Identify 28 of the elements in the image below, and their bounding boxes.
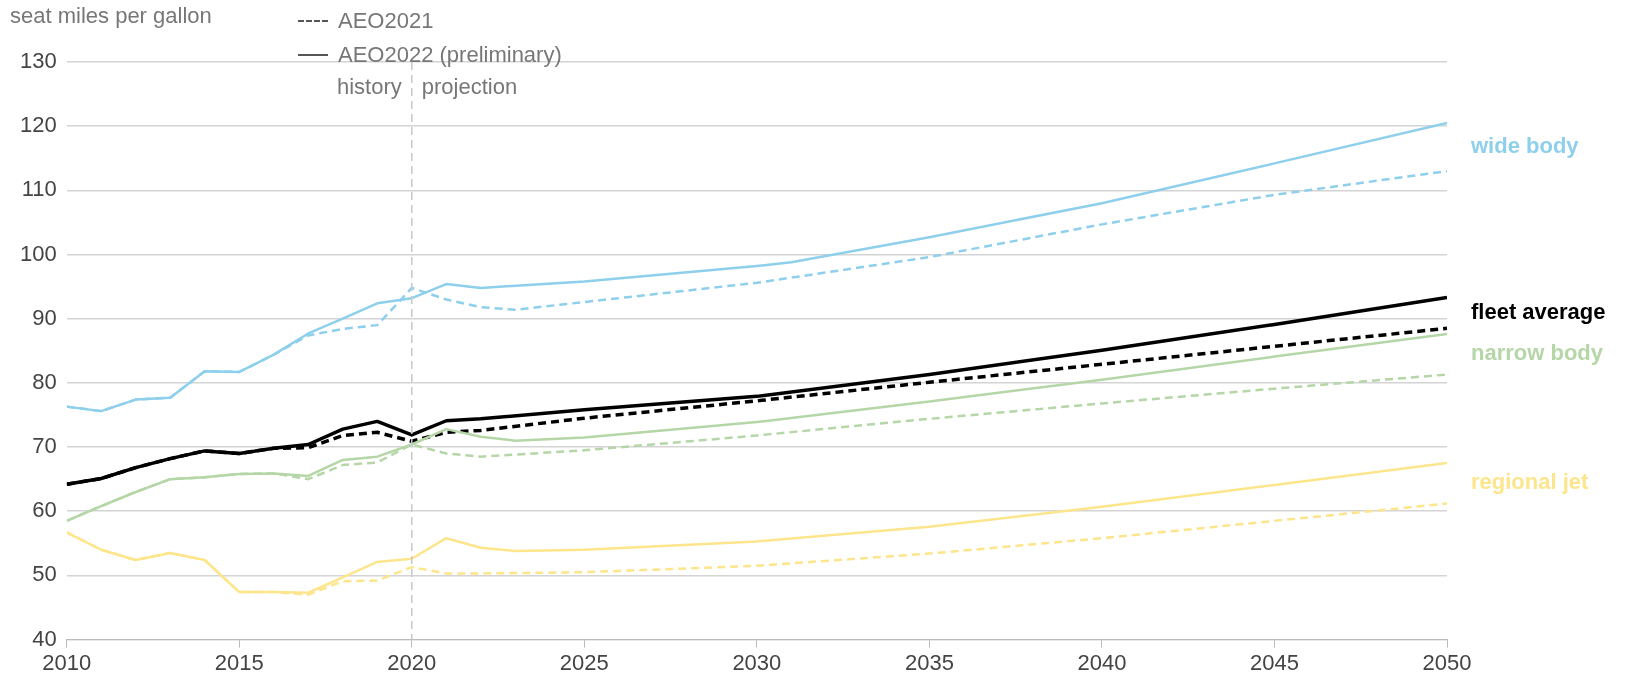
y-axis-title: seat miles per gallon — [10, 3, 212, 29]
y-tick-label: 80 — [32, 368, 57, 394]
y-tick-label: 40 — [32, 625, 57, 651]
series-label: narrow body — [1471, 340, 1604, 366]
y-tick-label: 100 — [19, 240, 57, 266]
y-tick-label: 130 — [19, 48, 57, 74]
series-label: fleet average — [1471, 299, 1606, 324]
text: AEO2021 — [338, 8, 434, 34]
x-tick-label: 2015 — [214, 649, 264, 675]
x-tick-label: 2035 — [904, 649, 954, 675]
x-tick-label: 2030 — [732, 649, 782, 675]
x-tick-label: 2045 — [1249, 649, 1299, 675]
annotation: AEO2022 (preliminary) — [338, 42, 562, 68]
series-label: regional jet — [1471, 469, 1590, 495]
x-tick-label: 2040 — [1077, 649, 1127, 675]
y-tick-label: 120 — [19, 112, 57, 138]
x-tick-label: 2050 — [1422, 649, 1472, 675]
annotation: history — [336, 73, 402, 99]
x-tick-label: 2010 — [42, 649, 92, 675]
y-tick-label: 60 — [32, 497, 57, 523]
annotation: projection — [421, 73, 518, 99]
y-tick-label: 110 — [21, 176, 57, 202]
x-tick-label: 2025 — [559, 649, 609, 675]
y-tick-label: 70 — [32, 433, 57, 459]
x-tick-label: 2020 — [387, 649, 437, 675]
series-label: wide body — [1470, 133, 1580, 159]
y-tick-label: 50 — [32, 561, 57, 587]
y-tick-label: 90 — [32, 304, 57, 330]
